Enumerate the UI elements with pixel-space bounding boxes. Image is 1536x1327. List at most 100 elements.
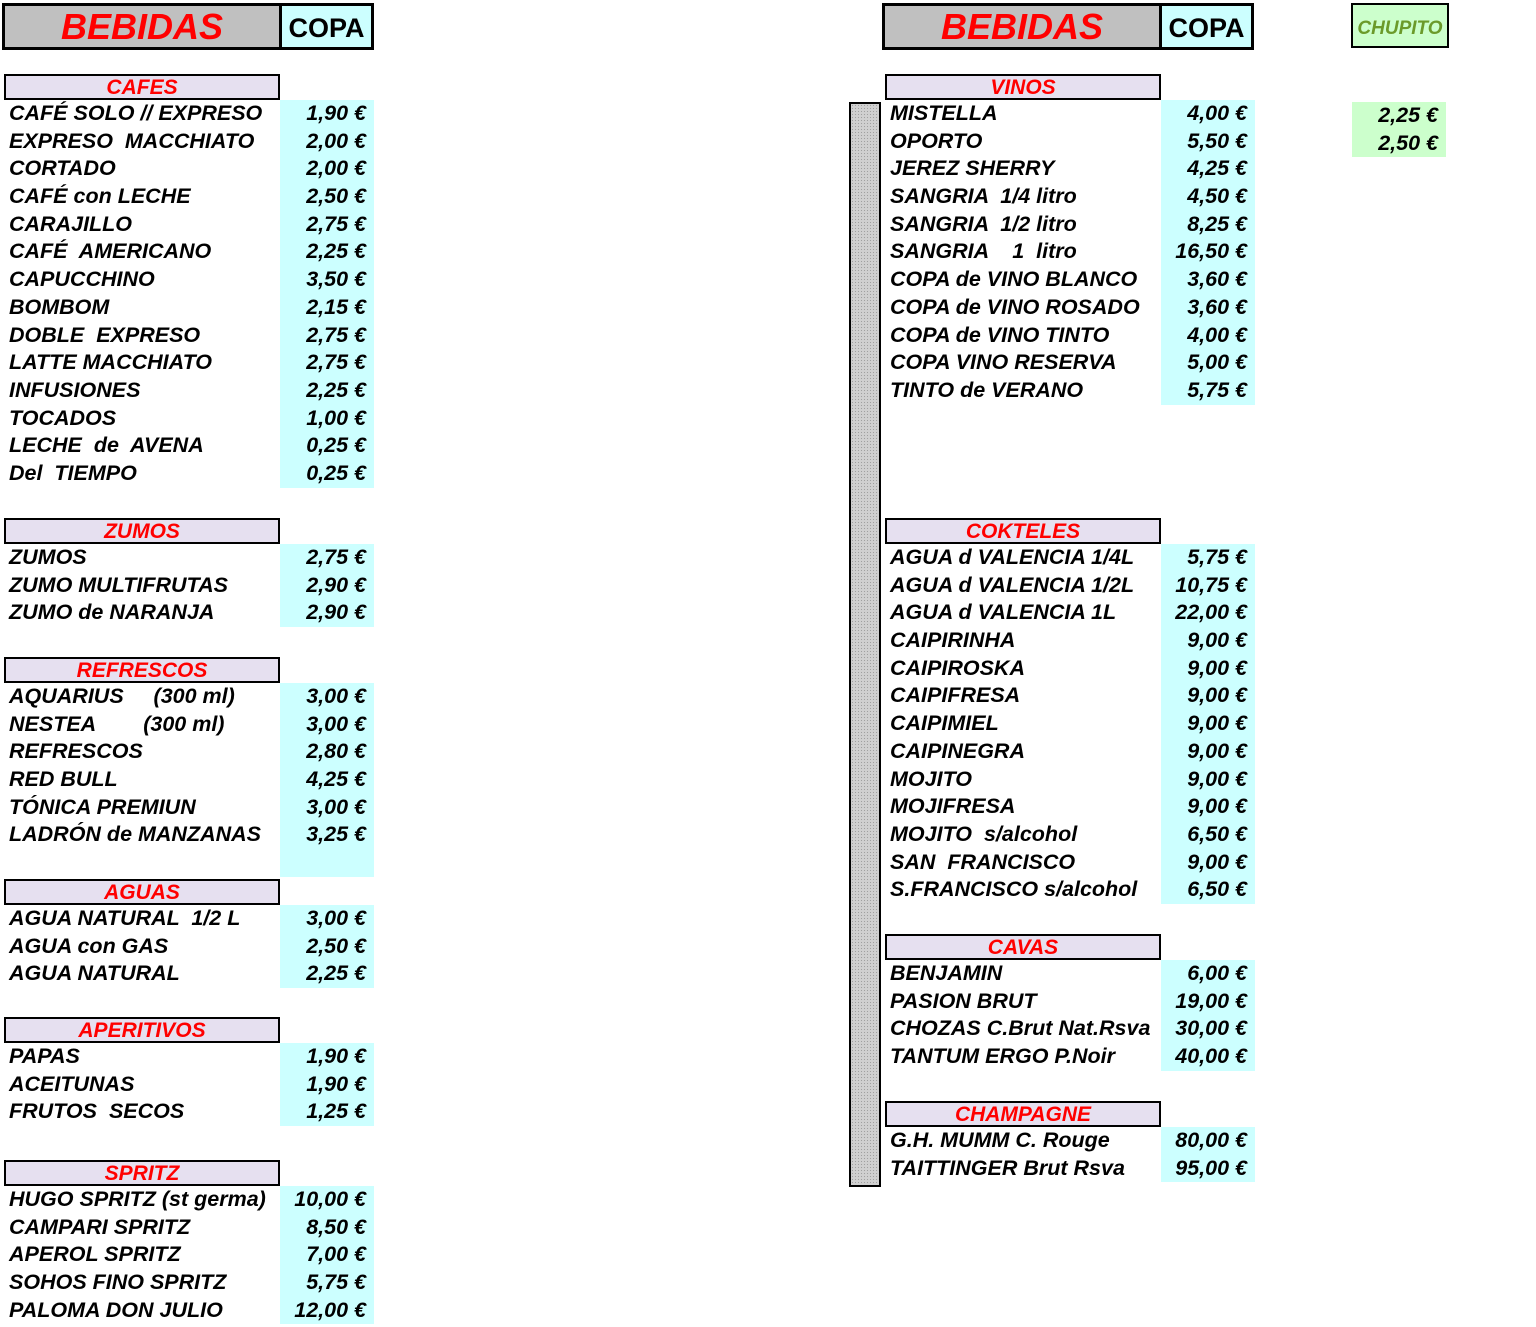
menu-item-price: 22,00 € [1161,599,1255,628]
chupito-price: 2,25 € [1352,102,1446,130]
menu-item-row: LECHE de AVENA 0,25 € [4,432,374,460]
menu-item-name: INFUSIONES [9,377,141,402]
chupito-column: 2,25 €2,50 € [1352,102,1446,158]
menu-item-price: 10,75 € [1161,571,1255,600]
left-header-title: BEBIDAS [2,3,282,50]
menu-item-name: CORTADO [9,156,116,181]
menu-item-name: ZUMO de NARANJA [9,600,215,625]
menu-item-name: MOJITO [890,766,973,791]
menu-item-row: TANTUM ERGO P.Noir 40,00 € [885,1043,1255,1071]
menu-item-row: ZUMO de NARANJA 2,90 € [4,599,374,628]
menu-item-row: CARAJILLO 2,75 € [4,210,374,239]
menu-item-price: 1,90 € [280,1043,374,1071]
menu-item-row: AGUA d VALENCIA 1/2L 10,75 € [885,571,1255,600]
menu-item-price: 0,25 € [280,459,374,488]
menu-item-name: FRUTOS SECOS [9,1099,185,1124]
menu-item-row: CAMPARI SPRITZ 8,50 € [4,1213,374,1242]
menu-item-name: BOMBOM [9,294,110,319]
menu-item-name: SAN FRANCISCO [890,849,1076,874]
menu-item-name: SANGRIA 1/4 litro [890,184,1077,209]
menu-item-row: TÓNICA PREMIUN 3,00 € [4,793,374,822]
menu-item-row: EXPRESO MACCHIATO 2,00 € [4,127,374,156]
menu-item-row: RED BULL 4,25 € [4,766,374,794]
menu-item-row: HUGO SPRITZ (st germa) 10,00 € [4,1186,374,1214]
menu-item-row: Del TIEMPO 0,25 € [4,459,374,488]
menu-item-row: TOCADOS 1,00 € [4,404,374,433]
menu-item-row: APEROL SPRITZ 7,00 € [4,1241,374,1270]
menu-item-row: SANGRIA 1/4 litro 4,50 € [885,183,1255,211]
menu-item-name: CAFÉ AMERICANO [9,239,212,264]
menu-item-price: 9,00 € [1161,654,1255,683]
menu-item-row: OPORTO 5,50 € [885,127,1255,156]
menu-item-row: PAPAS 1,90 € [4,1043,374,1071]
section-title-spritz: SPRITZ [4,1160,280,1186]
right-header-chupito: CHUPITO [1351,3,1449,48]
menu-item-name: NESTEA (300 ml) [9,711,225,736]
menu-item-price: 30,00 € [1161,1015,1255,1044]
menu-item-price: 2,25 € [280,960,374,989]
menu-item-name: AQUARIUS (300 ml) [9,684,235,708]
menu-item-name: ZUMOS [9,545,87,569]
menu-item-price: 2,50 € [280,183,374,211]
menu-item-row: BOMBOM 2,15 € [4,293,374,322]
menu-item-price: 8,50 € [280,1213,374,1242]
menu-item-price: 3,60 € [1161,293,1255,322]
menu-item-price: 3,00 € [280,793,374,822]
section-title-aperitivos: APERITIVOS [4,1017,280,1043]
menu-item-price: 16,50 € [1161,238,1255,267]
menu-item-name: REFRESCOS [9,739,143,764]
section-refrescos: REFRESCOS AQUARIUS (300 ml) 3,00 € NESTEA (… [4,657,374,877]
menu-item-price: 1,25 € [280,1098,374,1127]
menu-item-row: AGUA con GAS 2,50 € [4,932,374,961]
section-aperitivos: APERITIVOS PAPAS 1,90 € ACEITUNAS 1,90 € FRUT… [4,1017,374,1127]
menu-item-row: PALOMA DON JULIO 12,00 € [4,1296,374,1325]
menu-item-price: 2,90 € [280,599,374,628]
menu-item-price: 9,00 € [1161,765,1255,794]
menu-item-name: LADRÓN de MANZANAS [9,822,262,847]
menu-item-row: AGUA NATURAL 2,25 € [4,960,374,989]
section-title-cafes: CAFES [4,74,280,100]
menu-item-row: CAFÉ SOLO // EXPRESO 1,90 € [4,100,374,128]
menu-item-name: SANGRIA 1/2 litro [890,211,1077,236]
menu-item-price: 0,25 € [280,432,374,460]
menu-item-name: CHOZAS C.Brut Nat.Rsva [890,1016,1151,1041]
section-title-refrescos: REFRESCOS [4,657,280,683]
menu-item-row: CHOZAS C.Brut Nat.Rsva 30,00 € [885,1015,1255,1044]
menu-item-price: 9,00 € [1161,848,1255,877]
section-zumos: ZUMOS ZUMOS 2,75 € ZUMO MULTIFRUTAS 2,90 € ZU… [4,518,374,628]
menu-item-row: LATTE MACCHIATO 2,75 € [4,349,374,377]
menu-item-row: MISTELLA 4,00 € [885,100,1255,128]
menu-item-name: PALOMA DON JULIO [9,1297,223,1322]
menu-item-name: TINTO de VERANO [890,377,1084,402]
menu-item-price: 6,50 € [1161,876,1255,904]
menu-item-row: COPA VINO RESERVA 5,00 € [885,349,1255,377]
menu-item-name: AGUA d VALENCIA 1/2L [890,572,1135,597]
menu-item-name: CAIPINEGRA [890,738,1025,763]
menu-item-price: 2,15 € [280,293,374,322]
menu-item-name: JEREZ SHERRY [890,156,1055,181]
section-title-cavas: CAVAS [885,934,1161,960]
menu-item-name: LECHE de AVENA [9,433,204,458]
menu-item-name: CAFÉ SOLO // EXPRESO [9,101,263,125]
menu-item-price: 4,50 € [1161,183,1255,211]
menu-item-price: 2,75 € [280,544,374,572]
section-cafes: CAFES CAFÉ SOLO // EXPRESO 1,90 € EXPRESO M… [4,74,374,488]
menu-item-price: 2,80 € [280,738,374,767]
menu-item-name: MOJITO s/alcohol [890,821,1078,846]
menu-item-price: 4,00 € [1161,321,1255,350]
menu-item-price: 3,60 € [1161,266,1255,294]
menu-item-name: CAIPIRINHA [890,628,1016,653]
menu-item-price: 2,90 € [280,571,374,600]
section-title-aguas: AGUAS [4,879,280,905]
menu-item-price: 80,00 € [1161,1127,1255,1155]
menu-item-name: MOJIFRESA [890,794,1016,819]
menu-item-name: COPA de VINO BLANCO [890,267,1138,292]
menu-item-name: AGUA d VALENCIA 1/4L [890,545,1135,569]
menu-item-row: AGUA NATURAL 1/2 L 3,00 € [4,905,374,933]
menu-item-row: MOJIFRESA 9,00 € [885,793,1255,821]
menu-item-price: 40,00 € [1161,1043,1255,1071]
menu-item-row: ZUMOS 2,75 € [4,544,374,572]
menu-item-price: 8,25 € [1161,210,1255,239]
menu-item-price: 2,25 € [280,238,374,267]
menu-item-name: CAIPIFRESA [890,683,1021,708]
